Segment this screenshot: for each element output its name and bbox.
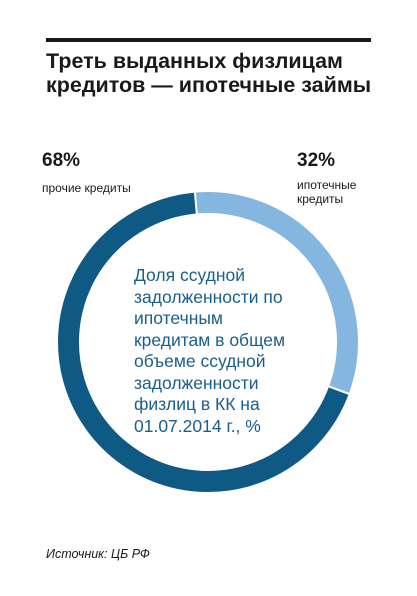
- donut-slice-other: [56, 190, 351, 494]
- slice-value-other: 68%: [42, 150, 81, 171]
- title-rule: [46, 38, 371, 42]
- source-note: Источник: ЦБ РФ: [46, 547, 150, 561]
- slice-label-other: прочие кредиты: [42, 181, 131, 195]
- chart-title: Треть выданных физлицам кредитов — ипоте…: [46, 49, 372, 97]
- slice-value-mortgage: 32%: [297, 150, 336, 171]
- slice-label-mortgage: ипотечные кредиты: [297, 178, 357, 206]
- chart-center-caption: Доля ссудной задолженности по ипотечным …: [134, 265, 286, 436]
